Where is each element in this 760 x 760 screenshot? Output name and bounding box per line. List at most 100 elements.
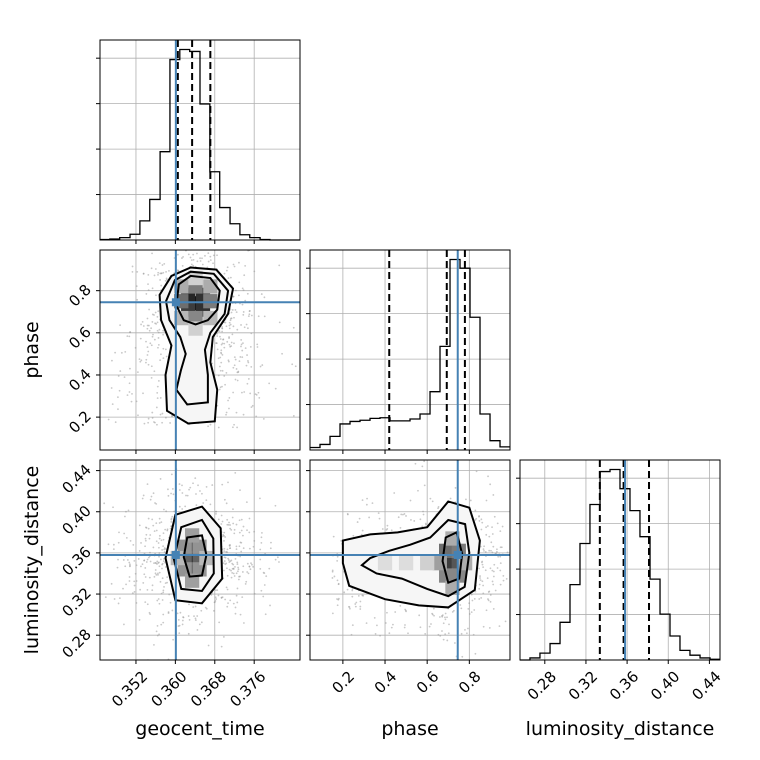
sample-point (257, 315, 260, 318)
sample-point (104, 596, 107, 599)
sample-point (155, 294, 157, 297)
sample-point (438, 616, 441, 618)
sample-point (162, 613, 165, 616)
sample-point (423, 460, 426, 463)
joint-panel-geocent_time-phase (96, 245, 301, 454)
sample-point (164, 582, 167, 584)
sample-point (356, 521, 359, 523)
sample-point (145, 358, 148, 361)
sample-point (157, 271, 160, 274)
sample-point (147, 289, 150, 292)
sample-point (232, 426, 234, 429)
sample-point (156, 329, 159, 332)
sample-point (128, 576, 131, 578)
sample-point (269, 604, 271, 607)
sample-point (154, 322, 157, 325)
sample-point (192, 258, 195, 261)
truth-marker (171, 298, 180, 307)
x-axis-label-phase: phase (381, 718, 438, 740)
sample-point (153, 530, 156, 533)
sample-point (226, 518, 229, 521)
sample-point (188, 618, 191, 621)
sample-point (227, 602, 229, 605)
sample-point (158, 602, 161, 605)
sample-point (231, 516, 234, 519)
sample-point (233, 356, 236, 359)
sample-point (213, 601, 216, 604)
sample-point (235, 548, 238, 551)
sample-point (352, 534, 355, 537)
sample-point (240, 541, 243, 544)
sample-point (159, 397, 162, 399)
sample-point (487, 598, 489, 600)
sample-point (419, 626, 422, 629)
sample-point (160, 521, 163, 524)
joint-inner (96, 245, 300, 450)
sample-point (261, 531, 263, 534)
sample-point (153, 421, 155, 423)
sample-point (446, 616, 448, 619)
sample-point (263, 572, 266, 575)
sample-point (346, 588, 349, 591)
sample-point (165, 416, 167, 419)
sample-point (142, 272, 145, 275)
sample-point (421, 525, 424, 528)
sample-point (232, 572, 235, 575)
hist-panel-phase (306, 249, 511, 454)
sample-point (156, 315, 159, 318)
sample-point (249, 568, 252, 571)
sample-point (241, 287, 244, 290)
sample-point (161, 264, 164, 266)
sample-point (182, 256, 184, 258)
sample-point (116, 566, 119, 569)
sample-point (223, 550, 226, 553)
sample-point (449, 686, 451, 688)
sample-point (242, 547, 245, 550)
sample-point (224, 383, 226, 386)
sample-point (220, 245, 222, 247)
sample-point (217, 374, 220, 377)
sample-point (199, 257, 201, 260)
sample-point (153, 338, 156, 341)
sample-point (158, 517, 161, 520)
sample-point (228, 568, 231, 571)
sample-point (234, 557, 237, 560)
sample-point (139, 337, 142, 340)
sample-point (140, 323, 142, 326)
sample-point (158, 537, 161, 540)
sample-point (156, 599, 159, 602)
x-tick-label-luminosity_distance: 0.44 (688, 668, 724, 704)
sample-point (209, 503, 212, 506)
sample-point (146, 354, 149, 356)
sample-point (166, 576, 169, 579)
sample-point (216, 348, 219, 351)
sample-point (138, 358, 141, 360)
sample-point (348, 605, 350, 608)
sample-point (205, 485, 208, 488)
sample-point (245, 501, 248, 503)
sample-point (234, 309, 237, 311)
panels-layer (96, 39, 721, 705)
sample-point (211, 484, 214, 486)
sample-point (227, 359, 230, 362)
sample-point (229, 527, 232, 530)
sample-point (187, 253, 190, 256)
sample-point (405, 703, 407, 705)
sample-point (488, 535, 491, 538)
sample-point (242, 289, 245, 292)
sample-point (162, 532, 165, 535)
sample-point (260, 293, 263, 295)
sample-point (243, 274, 246, 277)
sample-point (96, 354, 98, 356)
sample-point (260, 589, 263, 592)
sample-point (205, 607, 208, 610)
sample-point (452, 609, 455, 612)
sample-point (166, 581, 168, 584)
sample-point (113, 598, 116, 600)
sample-point (215, 342, 217, 344)
sample-point (159, 359, 162, 362)
sample-point (238, 261, 240, 264)
sample-point (478, 598, 481, 600)
sample-point (156, 563, 158, 565)
sample-point (141, 563, 144, 566)
